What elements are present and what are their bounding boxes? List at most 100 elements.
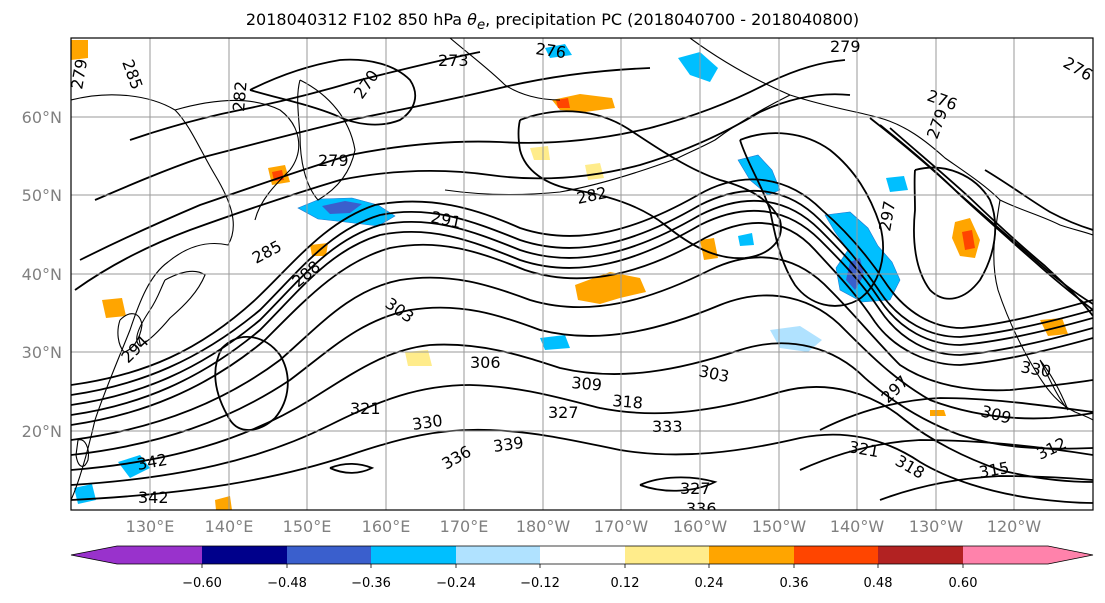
lat-label-20n: 20°N xyxy=(22,422,62,441)
colorbar-segment-11 xyxy=(963,546,1048,564)
precip-negative-region xyxy=(770,326,822,352)
contour-line xyxy=(129,51,481,141)
colorbar-segment-5 xyxy=(456,546,540,564)
colorbar-tick-label: −0.36 xyxy=(351,576,391,591)
contour-line xyxy=(79,59,846,261)
contour-label: 336 xyxy=(686,499,717,518)
colorbar: −0.60 −0.48 −0.36 −0.24 −0.12 0.12 0.24 … xyxy=(70,545,1094,591)
contour-line xyxy=(799,439,1093,471)
colorbar-segment-3 xyxy=(287,546,371,564)
precip-positive-region xyxy=(405,350,432,366)
contour-line xyxy=(71,428,1093,504)
precip-positive-region xyxy=(530,146,550,160)
contour-line xyxy=(71,384,1093,486)
lon-label-150e: 150°E xyxy=(283,517,332,536)
contour-line xyxy=(984,169,1093,231)
colorbar-segment-7 xyxy=(625,546,709,564)
contour-label: 318 xyxy=(612,391,644,413)
contour-label: 330 xyxy=(411,411,444,434)
contour-label: 276 xyxy=(534,39,567,62)
precip-positive-region xyxy=(71,40,88,60)
title-theta: θ xyxy=(467,10,477,29)
precip-negative-region xyxy=(545,44,572,58)
lon-label-180w: 180°W xyxy=(516,517,571,536)
contour-line xyxy=(94,67,651,201)
colorbar-segment-9 xyxy=(794,546,878,564)
coastline-okhotsk xyxy=(174,99,300,221)
contour-label: 327 xyxy=(680,479,711,498)
coastline-alaska-peninsula xyxy=(677,94,791,159)
map-title: 2018040312 F102 850 hPa θe, precipitatio… xyxy=(0,10,1105,33)
precip-negative-region xyxy=(738,233,754,246)
contour-line xyxy=(329,462,375,474)
contour-line xyxy=(639,476,718,492)
colorbar-segment-2 xyxy=(202,546,287,564)
contour-label: 279 xyxy=(67,57,91,90)
contour-label: 309 xyxy=(571,373,603,395)
lon-label-120w: 120°W xyxy=(987,517,1042,536)
lat-label-30n: 30°N xyxy=(22,343,62,362)
contour-label: 327 xyxy=(548,403,579,422)
precip-negative-region xyxy=(322,201,362,214)
contour-line xyxy=(71,294,1093,456)
lon-label-140e: 140°E xyxy=(205,517,254,536)
contour-label: 333 xyxy=(652,417,683,436)
precip-negative-region xyxy=(540,335,570,350)
precip-positive-region xyxy=(575,272,646,304)
colorbar-segment-1 xyxy=(117,546,202,564)
lon-label-150w: 150°W xyxy=(752,517,807,536)
precip-negative-region xyxy=(678,52,718,82)
contour-label: 279 xyxy=(318,151,349,170)
coastline-korea xyxy=(117,313,143,353)
precip-positive-region xyxy=(272,170,284,181)
lat-label-60n: 60°N xyxy=(22,108,62,127)
latitude-labels: 60°N 50°N 40°N 30°N 20°N xyxy=(22,108,62,441)
colorbar-tick-label: −0.48 xyxy=(267,576,307,591)
longitude-labels: 130°E 140°E 150°E 160°E 170°E 180°W 170°… xyxy=(126,517,1042,536)
lat-label-50n: 50°N xyxy=(22,186,62,205)
coastline-baja xyxy=(1039,359,1069,411)
colorbar-tick-label: 0.48 xyxy=(864,576,893,591)
colorbar-tick-label: 0.12 xyxy=(611,576,640,591)
lon-label-160w: 160°W xyxy=(673,517,728,536)
colorbar-tick-label: −0.24 xyxy=(436,576,476,591)
contour-layer xyxy=(71,51,1093,504)
lon-label-160e: 160°E xyxy=(362,517,411,536)
precip-positive-region xyxy=(962,230,975,250)
contour-label: 321 xyxy=(350,399,381,418)
colorbar-tick-label: 0.60 xyxy=(949,576,978,591)
colorbar-over-arrow xyxy=(1048,546,1093,564)
lon-label-130e: 130°E xyxy=(126,517,175,536)
colorbar-segment-6 xyxy=(540,546,625,564)
contour-label: 273 xyxy=(438,51,469,70)
precip-negative-region xyxy=(886,176,908,192)
contour-label: 342 xyxy=(138,488,169,507)
lon-label-130w: 130°W xyxy=(909,517,964,536)
colorbar-ticks xyxy=(201,564,964,568)
contour-line xyxy=(71,189,1093,396)
title-prefix: 2018040312 F102 850 hPa xyxy=(245,10,468,29)
colorbar-segment-10 xyxy=(878,546,963,564)
contour-line xyxy=(889,127,1093,317)
colorbar-outline xyxy=(70,545,1094,565)
contour-line xyxy=(71,342,1093,471)
precip-positive-region xyxy=(930,410,946,416)
contour-label: 282 xyxy=(229,80,251,112)
contour-line xyxy=(71,222,1093,426)
coastline-aleutians xyxy=(444,157,679,195)
colorbar-segment-8 xyxy=(709,546,794,564)
contour-line xyxy=(517,110,782,260)
lon-label-170w: 170°W xyxy=(594,517,649,536)
map-frame xyxy=(70,37,1094,511)
precip-positive-region xyxy=(102,298,126,318)
title-suffix: , precipitation PC (2018040700 - 2018040… xyxy=(485,10,860,29)
graticule xyxy=(71,38,1093,510)
colorbar-tick-label: −0.12 xyxy=(520,576,560,591)
contour-label: 306 xyxy=(470,353,501,372)
contour-label: 279 xyxy=(830,37,861,56)
contour-line xyxy=(913,166,997,300)
colorbar-tick-label: 0.24 xyxy=(695,576,724,591)
colorbar-tick-label: 0.36 xyxy=(780,576,809,591)
lon-label-140w: 140°W xyxy=(830,517,885,536)
